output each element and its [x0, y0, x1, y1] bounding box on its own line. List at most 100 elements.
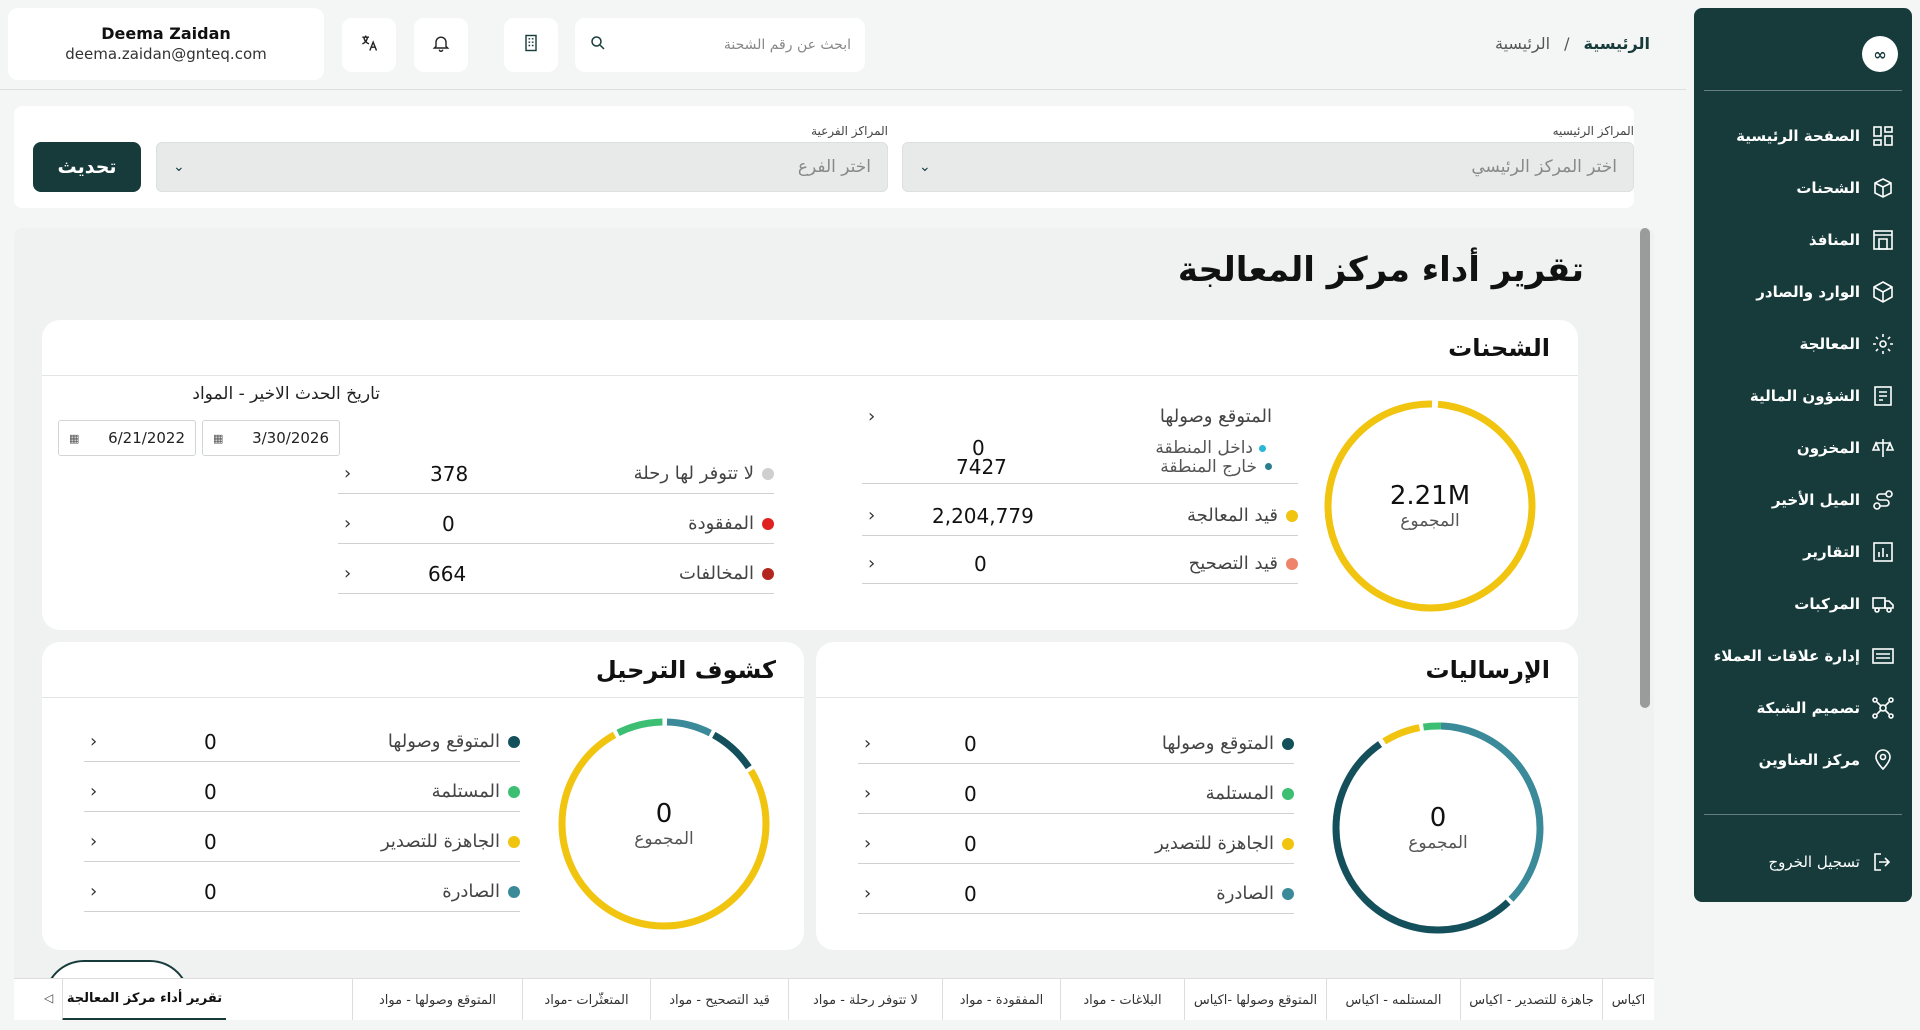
no-trip-label-wrap: لا تتوفر لها رحلة: [634, 463, 774, 484]
status-dot: [508, 735, 520, 748]
tab-expected-bags[interactable]: المتوقع وصولها -اكياس: [1184, 979, 1326, 1020]
processing-row[interactable]: قيد المعالجة 2,204,779 ›: [862, 496, 1298, 536]
manifests-row[interactable]: المتوقع وصولها 0 ›: [84, 722, 520, 762]
sidebar-item-reports[interactable]: التقارير: [1706, 532, 1896, 572]
chevron-left-icon[interactable]: ›: [868, 505, 876, 526]
building-button[interactable]: [504, 18, 558, 72]
tab-correction-items[interactable]: قيد التصحيح - مواد: [650, 979, 788, 1020]
card-divider: [816, 697, 1578, 698]
processing-label: قيد المعالجة: [1186, 505, 1278, 526]
date-from-picker[interactable]: ▦ 3/30/2026: [202, 420, 340, 456]
no-trip-label: لا تتوفر لها رحلة: [633, 463, 754, 484]
tab-processing-report[interactable]: تقرير أداء مركز المعالجة: [62, 979, 226, 1020]
translate-icon: [359, 33, 379, 57]
sidebar-item-gates[interactable]: المنافذ: [1706, 220, 1896, 260]
sidebar-item-label: المخزون: [1796, 439, 1860, 457]
search-box[interactable]: [575, 18, 865, 72]
status-dot: [1282, 737, 1294, 750]
truck-icon: [1870, 591, 1896, 617]
date-to-value: 6/21/2022: [108, 429, 185, 447]
chevron-left-icon[interactable]: ›: [90, 831, 98, 852]
chevron-left-icon[interactable]: ›: [864, 783, 872, 804]
sidebar-item-vehicles[interactable]: المركبات: [1706, 584, 1896, 624]
tab-lost-items[interactable]: المفقودة - مواد: [942, 979, 1060, 1020]
manifests-row[interactable]: المستلمة 0 ›: [84, 772, 520, 812]
chevron-left-icon[interactable]: ›: [344, 463, 352, 484]
violations-dot: [762, 567, 774, 580]
language-button[interactable]: [342, 18, 396, 72]
report-scrollbar[interactable]: [1640, 228, 1650, 708]
consignments-row[interactable]: المستلمة 0 ›: [858, 774, 1294, 814]
manifests-row[interactable]: الصادرة 0 ›: [84, 872, 520, 912]
sidebar-item-crm[interactable]: إدارة علاقات العملاء: [1706, 636, 1896, 676]
no-trip-value: 378: [430, 461, 469, 486]
breadcrumb-parent[interactable]: الرئيسية: [1495, 34, 1551, 53]
consignments-row[interactable]: الصادرة 0 ›: [858, 874, 1294, 914]
tab-bags[interactable]: اكياس: [1602, 979, 1654, 1020]
branch-select[interactable]: ⌄ اختر الفرع: [156, 142, 888, 192]
lost-row[interactable]: المفقودة 0 ›: [338, 504, 774, 544]
chevron-left-icon[interactable]: ›: [868, 553, 876, 574]
row-label-wrap: المتوقع وصولها: [1162, 733, 1294, 754]
tab-received-bags[interactable]: المستلمه - اكياس: [1326, 979, 1460, 1020]
chevron-left-icon[interactable]: ›: [90, 731, 98, 752]
chevron-left-icon[interactable]: ›: [868, 405, 876, 427]
tab-scroll-left-icon[interactable]: ◁: [44, 991, 54, 1005]
top-bar: Deema Zaidan deema.zaidan@gnteq.com الرئ…: [0, 0, 1686, 90]
update-button[interactable]: تحديث: [33, 142, 141, 192]
tab-stuck-items[interactable]: المتعثّرات -مواد: [522, 979, 650, 1020]
correction-row[interactable]: قيد التصحيح 0 ›: [862, 544, 1298, 584]
tab-reports-items[interactable]: البلاغات - مواد: [1060, 979, 1184, 1020]
calendar-icon: ▦: [69, 431, 80, 445]
lost-dot: [762, 517, 774, 530]
date-to-picker[interactable]: ▦ 6/21/2022: [58, 420, 196, 456]
search-input[interactable]: [607, 37, 851, 53]
manifests-row[interactable]: الجاهزة للتصدير 0 ›: [84, 822, 520, 862]
no-trip-row[interactable]: لا تتوفر لها رحلة 378 ›: [338, 454, 774, 494]
shipments-card: الشحنات 2.21M المجموع المتوقع وصولها › د…: [42, 320, 1578, 630]
notifications-button[interactable]: [414, 18, 468, 72]
sidebar-item-label: مركز العناوين: [1758, 751, 1860, 769]
chevron-left-icon[interactable]: ›: [864, 833, 872, 854]
chevron-left-icon[interactable]: ›: [864, 883, 872, 904]
outside-region-label-wrap: خارج المنطقة: [1160, 457, 1272, 477]
sidebar-item-address-center[interactable]: مركز العناوين: [1706, 740, 1896, 780]
chevron-left-icon[interactable]: ›: [90, 781, 98, 802]
tab-no-trip-items[interactable]: لا تتوفر رحلة - مواد: [788, 979, 942, 1020]
branch-label: المراكز الفرعية: [811, 124, 888, 138]
sidebar-divider: [1704, 90, 1902, 91]
expected-label: المتوقع وصولها: [1159, 405, 1272, 427]
row-label: الصادرة: [1216, 883, 1274, 904]
sidebar-item-network-design[interactable]: تصميم الشبكة: [1706, 688, 1896, 728]
sidebar-item-processing[interactable]: المعالجة: [1706, 324, 1896, 364]
scale-icon: [1870, 435, 1896, 461]
donut-segment-exported: [1332, 722, 1544, 934]
chevron-left-icon[interactable]: ›: [90, 881, 98, 902]
tab-expected-items[interactable]: المتوقع وصولها - مواد: [352, 979, 522, 1020]
row-label: الجاهزة للتصدير: [1154, 833, 1274, 854]
sidebar-item-shipments[interactable]: الشحنات: [1706, 168, 1896, 208]
logout-button[interactable]: تسجيل الخروج: [1706, 842, 1896, 882]
user-profile[interactable]: Deema Zaidan deema.zaidan@gnteq.com: [8, 8, 324, 80]
expected-row[interactable]: المتوقع وصولها ›: [862, 396, 1298, 436]
consignments-row[interactable]: الجاهزة للتصدير 0 ›: [858, 824, 1294, 864]
logout-icon: [1870, 849, 1896, 875]
breadcrumb-current[interactable]: الرئيسية: [1583, 34, 1651, 53]
main-center-select[interactable]: ⌄ اختر المركز الرئيسي: [902, 142, 1634, 192]
sidebar-item-inbound-outbound[interactable]: الوارد والصادر: [1706, 272, 1896, 312]
row-value: 0: [964, 831, 977, 856]
status-dot: [508, 785, 520, 798]
chevron-left-icon[interactable]: ›: [344, 563, 352, 584]
consignments-row[interactable]: المتوقع وصولها 0 ›: [858, 724, 1294, 764]
violations-row[interactable]: المخالفات 664 ›: [338, 554, 774, 594]
sidebar-item-inventory[interactable]: المخزون: [1706, 428, 1896, 468]
app-logo[interactable]: ∞: [1862, 36, 1898, 72]
report-icon: [1870, 539, 1896, 565]
sidebar-item-home[interactable]: الصفحة الرئيسية: [1706, 116, 1896, 156]
sidebar-item-last-mile[interactable]: الميل الأخير: [1706, 480, 1896, 520]
chevron-left-icon[interactable]: ›: [344, 513, 352, 534]
sidebar-item-finance[interactable]: الشؤون المالية: [1706, 376, 1896, 416]
tab-ready-export-bags[interactable]: جاهزة للتصدير - اكياس: [1460, 979, 1602, 1020]
chevron-left-icon[interactable]: ›: [864, 733, 872, 754]
manifests-total-label: المجموع: [634, 829, 694, 849]
